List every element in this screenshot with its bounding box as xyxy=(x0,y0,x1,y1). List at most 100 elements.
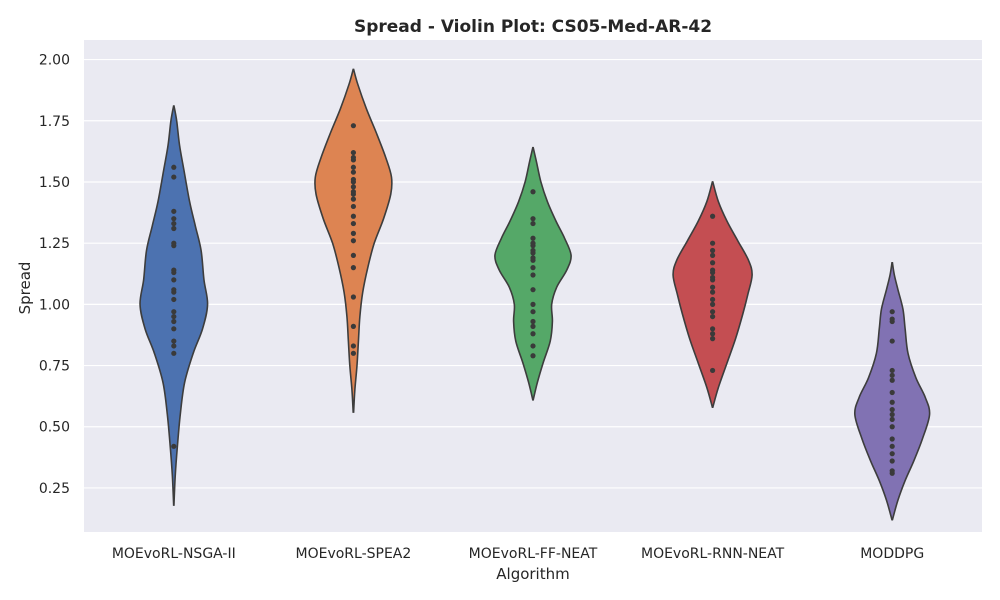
data-point xyxy=(171,164,177,170)
y-tick-label: 1.00 xyxy=(39,297,70,313)
data-point xyxy=(710,331,716,337)
data-point xyxy=(889,411,895,418)
data-point xyxy=(350,164,356,170)
data-point xyxy=(530,240,536,246)
data-point xyxy=(350,238,356,244)
y-tick-label: 0.50 xyxy=(39,420,70,436)
data-point xyxy=(350,220,356,227)
data-point xyxy=(171,267,177,273)
data-point xyxy=(171,174,177,180)
y-tick-label: 2.00 xyxy=(39,53,70,69)
data-point xyxy=(530,220,536,227)
data-point xyxy=(171,240,177,246)
data-point xyxy=(171,216,177,222)
data-point xyxy=(710,313,716,320)
data-point xyxy=(710,367,716,374)
data-point xyxy=(171,208,177,214)
data-point xyxy=(350,213,356,219)
data-point xyxy=(889,443,895,449)
data-point xyxy=(350,265,356,271)
y-tick-labels: 0.25 0.50 0.75 1.00 1.25 1.50 1.75 2.00 xyxy=(39,53,70,497)
data-point xyxy=(530,301,536,307)
data-point xyxy=(530,331,536,337)
violin-body xyxy=(139,105,209,506)
data-point xyxy=(530,272,536,278)
violin-group xyxy=(672,181,753,408)
data-point xyxy=(350,149,356,156)
data-point xyxy=(530,265,536,271)
data-point xyxy=(171,318,177,325)
data-point xyxy=(530,343,536,349)
data-point xyxy=(350,252,356,259)
data-point xyxy=(889,451,895,457)
violin-group xyxy=(314,68,393,413)
x-tick-label: MOEvoRL-NSGA-II xyxy=(112,546,236,562)
data-point xyxy=(530,189,536,195)
violin-group xyxy=(853,261,931,521)
data-point xyxy=(171,220,177,227)
data-point xyxy=(710,289,716,295)
data-point xyxy=(889,436,895,442)
chart-title: Spread - Violin Plot: CS05-Med-AR-42 xyxy=(354,17,712,37)
data-point xyxy=(710,213,716,219)
data-point xyxy=(710,309,716,315)
y-tick-label: 1.25 xyxy=(39,236,70,252)
data-point xyxy=(530,323,536,329)
x-axis-label: Algorithm xyxy=(496,565,569,583)
y-tick-label: 0.75 xyxy=(39,359,70,375)
data-point xyxy=(350,203,356,210)
data-point xyxy=(530,353,536,359)
x-tick-label: MOEvoRL-SPEA2 xyxy=(296,546,412,562)
data-point xyxy=(350,343,356,349)
data-point xyxy=(889,416,895,423)
y-tick-label: 1.50 xyxy=(39,175,70,191)
data-point xyxy=(710,336,716,342)
data-point xyxy=(530,247,536,254)
data-point xyxy=(710,240,716,246)
data-point xyxy=(710,252,716,259)
data-point xyxy=(171,225,177,232)
data-point xyxy=(171,338,177,344)
data-point xyxy=(350,184,356,190)
x-tick-labels: MOEvoRL-NSGA-II MOEvoRL-SPEA2 MOEvoRL-FF-N… xyxy=(112,546,924,562)
data-point xyxy=(889,309,895,315)
violin-layer xyxy=(139,68,931,521)
data-point xyxy=(171,277,177,283)
data-point xyxy=(350,294,356,300)
data-point xyxy=(171,287,177,293)
data-point xyxy=(530,287,536,293)
data-point xyxy=(171,443,177,449)
data-point xyxy=(889,338,895,344)
data-point xyxy=(350,350,356,356)
data-point xyxy=(350,230,356,236)
data-point xyxy=(350,123,356,129)
data-point xyxy=(171,296,177,303)
data-point xyxy=(710,284,716,290)
data-point xyxy=(889,407,895,413)
data-point xyxy=(171,350,177,356)
data-point xyxy=(710,267,716,273)
data-point xyxy=(350,196,356,202)
y-axis-label: Spread xyxy=(16,262,34,315)
data-point xyxy=(710,274,716,281)
data-point xyxy=(350,169,356,175)
data-point xyxy=(889,389,895,396)
data-point xyxy=(171,326,177,332)
x-tick-label: MOEvoRL-FF-NEAT xyxy=(469,546,598,562)
data-point xyxy=(889,372,895,378)
data-point xyxy=(530,255,536,261)
x-tick-label: MODDPG xyxy=(860,546,924,562)
x-tick-label: MOEvoRL-RNN-NEAT xyxy=(641,546,785,562)
data-point xyxy=(350,176,356,183)
data-point xyxy=(171,309,177,315)
data-point xyxy=(171,313,177,320)
violin-group xyxy=(139,105,209,506)
data-point xyxy=(710,247,716,254)
data-point xyxy=(530,235,536,241)
data-point xyxy=(889,316,895,322)
data-point xyxy=(889,367,895,374)
data-point xyxy=(171,343,177,349)
data-point xyxy=(710,301,716,307)
data-point xyxy=(350,154,356,161)
